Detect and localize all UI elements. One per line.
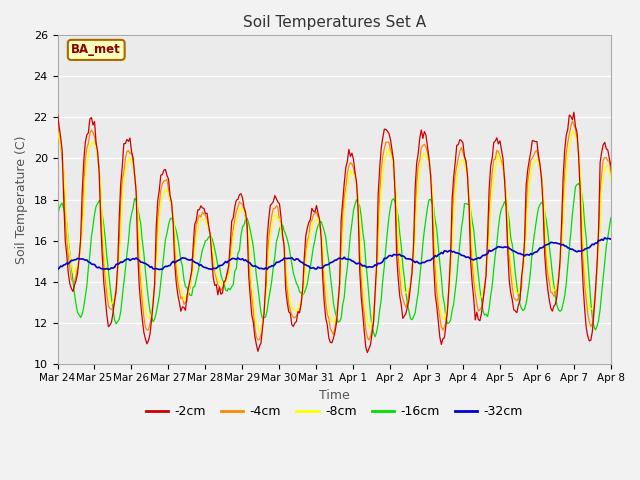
Y-axis label: Soil Temperature (C): Soil Temperature (C) xyxy=(15,135,28,264)
-32cm xyxy=(359,263,367,269)
Line: -4cm: -4cm xyxy=(58,121,640,340)
-8cm xyxy=(359,277,367,283)
-16cm xyxy=(92,204,100,209)
-2cm xyxy=(74,270,81,276)
-32cm xyxy=(74,255,81,261)
-8cm xyxy=(92,144,100,149)
X-axis label: Time: Time xyxy=(319,389,349,402)
-4cm xyxy=(568,118,576,124)
Title: Soil Temperatures Set A: Soil Temperatures Set A xyxy=(243,15,426,30)
Line: -8cm: -8cm xyxy=(58,131,640,333)
-16cm xyxy=(74,310,81,316)
-16cm xyxy=(575,180,582,186)
-16cm xyxy=(476,286,484,292)
-8cm xyxy=(257,330,265,336)
-2cm xyxy=(364,349,371,355)
-2cm xyxy=(564,127,572,132)
-2cm xyxy=(357,294,365,300)
Text: BA_met: BA_met xyxy=(72,43,121,56)
-32cm xyxy=(156,267,163,273)
-2cm xyxy=(92,140,100,145)
Line: -32cm: -32cm xyxy=(58,238,640,270)
-8cm xyxy=(54,128,61,134)
-2cm xyxy=(476,318,484,324)
-4cm xyxy=(476,307,484,312)
-4cm xyxy=(359,299,367,304)
-4cm xyxy=(74,265,81,271)
-2cm xyxy=(54,111,61,117)
-2cm xyxy=(570,109,578,115)
-16cm xyxy=(371,334,379,340)
-4cm xyxy=(564,140,572,145)
-16cm xyxy=(357,213,365,219)
-16cm xyxy=(54,214,61,220)
-8cm xyxy=(564,154,572,159)
-32cm xyxy=(601,235,609,240)
-4cm xyxy=(254,337,262,343)
-32cm xyxy=(476,255,484,261)
-32cm xyxy=(54,266,61,272)
-16cm xyxy=(564,263,572,269)
-32cm xyxy=(564,245,572,251)
-8cm xyxy=(476,296,484,301)
Line: -2cm: -2cm xyxy=(58,112,640,352)
-8cm xyxy=(74,263,81,269)
-4cm xyxy=(92,142,100,148)
-4cm xyxy=(54,124,61,130)
Line: -16cm: -16cm xyxy=(58,183,640,337)
Legend: -2cm, -4cm, -8cm, -16cm, -32cm: -2cm, -4cm, -8cm, -16cm, -32cm xyxy=(141,400,528,423)
-32cm xyxy=(92,264,100,270)
